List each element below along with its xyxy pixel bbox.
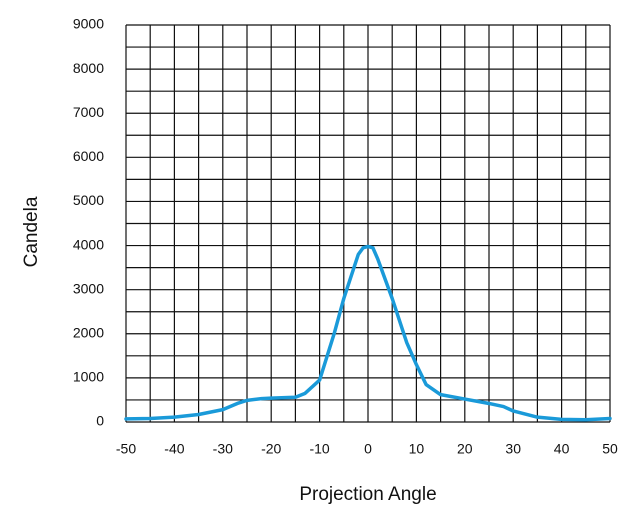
x-tick-label: -20 bbox=[261, 441, 281, 457]
y-tick-label: 8000 bbox=[73, 60, 104, 76]
x-tick-label: -50 bbox=[116, 441, 136, 457]
y-tick-label: 6000 bbox=[73, 148, 104, 164]
y-axis-title: Candela bbox=[21, 196, 42, 267]
y-tick-label: 4000 bbox=[73, 236, 104, 252]
x-tick-label: -40 bbox=[164, 441, 184, 457]
x-tick-label: 10 bbox=[409, 441, 425, 457]
x-tick-label: 30 bbox=[505, 441, 521, 457]
y-tick-label: 3000 bbox=[73, 280, 104, 296]
y-tick-label: 9000 bbox=[73, 16, 104, 32]
y-tick-label: 2000 bbox=[73, 324, 104, 340]
x-axis-title: Projection Angle bbox=[299, 484, 436, 505]
y-tick-label: 0 bbox=[96, 413, 104, 429]
y-tick-label: 5000 bbox=[73, 192, 104, 208]
x-tick-label: 20 bbox=[457, 441, 473, 457]
x-tick-label: 0 bbox=[364, 441, 372, 457]
x-tick-label: 50 bbox=[602, 441, 618, 457]
x-tick-label: -30 bbox=[213, 441, 233, 457]
y-tick-label: 7000 bbox=[73, 104, 104, 120]
x-tick-label: 40 bbox=[554, 441, 570, 457]
y-tick-label: 1000 bbox=[73, 369, 104, 385]
x-tick-label: -10 bbox=[309, 441, 329, 457]
data-line bbox=[124, 244, 612, 422]
